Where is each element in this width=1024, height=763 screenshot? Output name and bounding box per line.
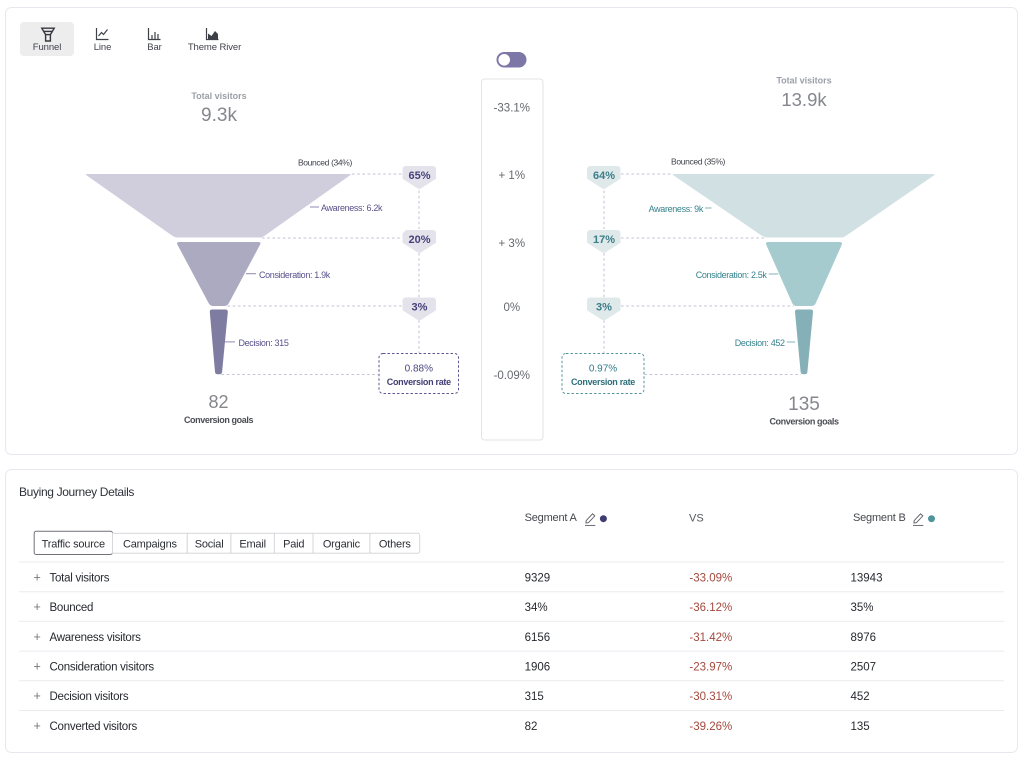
svg-text:135: 135 — [851, 721, 870, 733]
svg-text:65%: 65% — [408, 170, 430, 182]
svg-text:Segment B: Segment B — [853, 512, 906, 524]
svg-text:-30.31%: -30.31% — [689, 691, 732, 703]
svg-text:17%: 17% — [593, 234, 615, 246]
svg-text:2507: 2507 — [851, 662, 877, 674]
svg-text:Bounced (35%): Bounced (35%) — [671, 157, 726, 167]
svg-text:452: 452 — [851, 691, 870, 703]
svg-text:Consideration: 2.5k: Consideration: 2.5k — [696, 270, 768, 280]
svg-text:Bounced: Bounced — [50, 602, 94, 614]
svg-text:Awareness: 6.2k: Awareness: 6.2k — [321, 203, 383, 213]
svg-text:13943: 13943 — [851, 572, 883, 584]
svg-text:Awareness: 9k: Awareness: 9k — [649, 204, 704, 214]
svg-text:Bar: Bar — [147, 42, 161, 53]
svg-text:0.97%: 0.97% — [589, 364, 617, 375]
svg-text:Total visitors: Total visitors — [50, 572, 110, 584]
svg-text:Conversion goals: Conversion goals — [769, 417, 839, 427]
svg-text:82: 82 — [525, 721, 538, 733]
svg-text:-23.97%: -23.97% — [689, 662, 732, 674]
svg-text:13.9k: 13.9k — [781, 89, 827, 110]
svg-text:Decision: 452: Decision: 452 — [735, 338, 785, 348]
svg-text:3%: 3% — [412, 302, 428, 314]
svg-text:Bounced (34%): Bounced (34%) — [298, 158, 353, 168]
svg-text:Email: Email — [239, 538, 266, 550]
svg-text:Total visitors: Total visitors — [776, 76, 831, 86]
svg-text:+: + — [34, 660, 41, 674]
svg-text:+ 3%: + 3% — [499, 238, 526, 250]
svg-text:Buying Journey Details: Buying Journey Details — [19, 485, 134, 499]
svg-text:8976: 8976 — [851, 632, 877, 644]
svg-text:-33.09%: -33.09% — [689, 572, 732, 584]
svg-text:-39.26%: -39.26% — [689, 721, 732, 733]
svg-text:9329: 9329 — [525, 572, 551, 584]
svg-text:135: 135 — [788, 394, 820, 415]
svg-text:35%: 35% — [851, 602, 874, 614]
svg-text:-0.09%: -0.09% — [494, 370, 530, 382]
svg-text:Funnel: Funnel — [33, 42, 61, 53]
svg-text:Conversion goals: Conversion goals — [184, 415, 254, 425]
svg-text:Decision: 315: Decision: 315 — [239, 338, 289, 348]
svg-text:Organic: Organic — [323, 538, 361, 550]
svg-text:+: + — [34, 630, 41, 644]
svg-text:Awareness visitors: Awareness visitors — [50, 632, 142, 644]
svg-text:-33.1%: -33.1% — [494, 103, 530, 115]
svg-text:Line: Line — [94, 42, 112, 53]
svg-text:64%: 64% — [593, 170, 615, 182]
svg-text:Conversion rate: Conversion rate — [387, 377, 451, 387]
svg-text:82: 82 — [208, 392, 228, 412]
svg-text:Conversion rate: Conversion rate — [571, 377, 635, 387]
svg-text:Consideration: 1.9k: Consideration: 1.9k — [259, 270, 331, 280]
svg-text:+: + — [34, 600, 41, 614]
svg-text:+: + — [34, 570, 41, 584]
svg-text:VS: VS — [689, 513, 704, 525]
svg-text:Traffic source: Traffic source — [42, 538, 105, 550]
svg-text:Others: Others — [379, 538, 412, 550]
svg-text:-31.42%: -31.42% — [689, 632, 732, 644]
svg-text:0%: 0% — [503, 302, 520, 314]
svg-text:Segment A: Segment A — [525, 512, 578, 524]
svg-text:3%: 3% — [596, 302, 612, 314]
svg-text:Campaigns: Campaigns — [123, 538, 178, 550]
svg-text:315: 315 — [525, 691, 544, 703]
svg-text:-36.12%: -36.12% — [689, 602, 732, 614]
svg-text:6156: 6156 — [525, 632, 551, 644]
svg-text:1906: 1906 — [525, 662, 551, 674]
svg-text:Consideration visitors: Consideration visitors — [50, 662, 155, 674]
svg-text:9.3k: 9.3k — [201, 105, 237, 126]
svg-text:Converted visitors: Converted visitors — [50, 721, 138, 733]
svg-text:Decision visitors: Decision visitors — [50, 691, 129, 703]
svg-text:+: + — [34, 719, 41, 733]
svg-text:Social: Social — [195, 538, 224, 550]
svg-text:+ 1%: + 1% — [499, 170, 526, 182]
svg-text:Total visitors: Total visitors — [191, 91, 246, 101]
svg-text:Paid: Paid — [283, 538, 304, 550]
svg-text:34%: 34% — [525, 602, 548, 614]
svg-text:0.88%: 0.88% — [405, 364, 433, 375]
svg-text:20%: 20% — [408, 234, 430, 246]
svg-text:+: + — [34, 689, 41, 703]
svg-text:Theme River: Theme River — [188, 42, 241, 53]
